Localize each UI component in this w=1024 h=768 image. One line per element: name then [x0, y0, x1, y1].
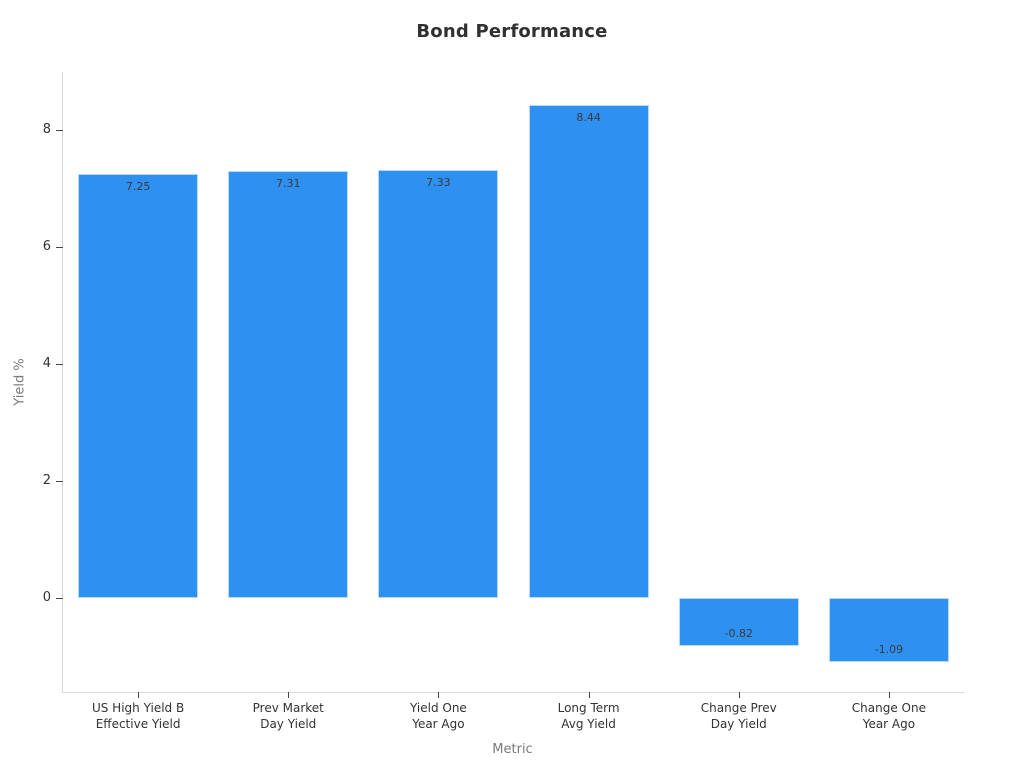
plot-area: 0 2 4 6 8 7.25 US High Yield B Effective Yield…	[43, 72, 964, 731]
bar	[828, 597, 949, 662]
x-tick-mark	[138, 692, 140, 698]
y-tick-label: 2	[42, 473, 51, 489]
x-tick-mark	[588, 692, 590, 698]
x-category-label: US High Yield B Effective Yield	[91, 701, 185, 731]
bar	[528, 104, 649, 598]
chart-title: Bond Performance	[416, 21, 608, 42]
bar-value-label: 7.25	[125, 180, 151, 194]
bar	[228, 170, 349, 598]
bar-value-label: -1.09	[874, 642, 904, 656]
y-tick-mark	[56, 597, 63, 599]
bar	[78, 174, 199, 598]
x-axis-title: Metric	[492, 742, 533, 757]
x-tick-mark	[288, 692, 290, 698]
y-tick-mark	[56, 481, 63, 483]
y-tick-label: 8	[42, 122, 51, 138]
x-category-label: Change Prev Day Yield	[700, 701, 777, 731]
y-tick-label: 6	[42, 239, 51, 255]
bar-value-label: 8.44	[576, 110, 601, 124]
x-category-label: Change One Year Ago	[851, 701, 926, 731]
y-tick-mark	[56, 247, 63, 249]
bar	[378, 169, 499, 598]
bar	[678, 597, 799, 646]
y-tick-mark	[56, 364, 63, 366]
x-category-label: Prev Market Day Yield	[252, 701, 324, 731]
bar-value-label: 7.33	[426, 175, 451, 189]
x-tick-mark	[438, 692, 440, 698]
bar-value-label: 7.31	[276, 176, 301, 190]
y-tick-mark	[56, 130, 63, 132]
x-category-label: Yield One Year Ago	[409, 701, 467, 731]
x-tick-mark	[738, 692, 740, 698]
x-tick-mark	[888, 692, 890, 698]
bar-value-label: -0.82	[724, 626, 753, 640]
x-category-label: Long Term Avg Yield	[557, 701, 620, 731]
y-tick-label: 0	[42, 589, 51, 605]
y-tick-label: 4	[42, 356, 51, 372]
